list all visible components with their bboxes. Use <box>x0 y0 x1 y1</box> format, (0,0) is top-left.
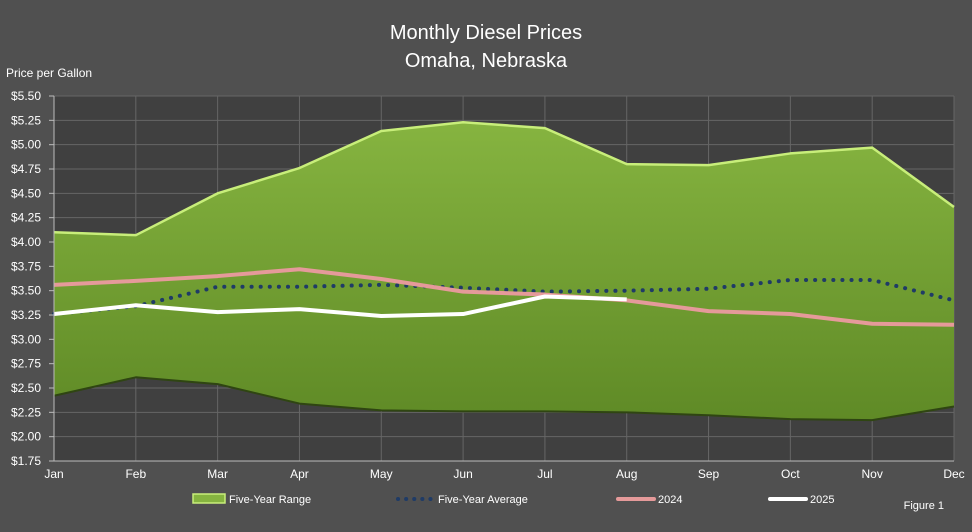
five-year-range-low-edge <box>53 376 955 422</box>
y-tick-label: $4.50 <box>11 186 41 200</box>
legend-label-five-year-average: Five-Year Average <box>438 494 528 506</box>
y-axis-label: Price per Gallon <box>6 66 92 80</box>
data-point-2025 <box>380 314 383 317</box>
data-point-five-year-average <box>298 285 301 288</box>
data-point-2025 <box>216 311 219 314</box>
chart-title: Monthly Diesel Prices <box>390 22 582 44</box>
x-tick-label: Oct <box>781 467 800 481</box>
y-tick-label: $3.50 <box>11 284 41 298</box>
legend-label-2025: 2025 <box>810 494 834 506</box>
y-tick-label: $2.25 <box>11 405 41 419</box>
x-tick-label: May <box>370 467 393 481</box>
five-year-range-area <box>54 122 954 421</box>
x-tick-label: Mar <box>207 467 228 481</box>
x-tick-label: Jun <box>453 467 472 481</box>
axes: $1.75 $2.00 $2.25 $2.50 $2.75 $3.00 $3.25 $3.50… <box>11 89 965 481</box>
y-tick-label: $3.25 <box>11 308 41 322</box>
chart-subtitle: Omaha, Nebraska <box>405 50 568 72</box>
y-tick-label: $3.00 <box>11 332 41 346</box>
data-point-five-year-average <box>216 285 219 288</box>
legend-swatch-five-year-range <box>192 493 226 504</box>
data-point-2025 <box>134 304 137 307</box>
y-tick-label: $2.50 <box>11 381 41 395</box>
data-point-2024 <box>871 322 874 325</box>
y-tick-label: $4.00 <box>11 235 41 249</box>
y-tick-label: $2.75 <box>11 357 41 371</box>
legend-label-2024: 2024 <box>658 494 682 506</box>
series-line-five-year-average <box>52 277 956 317</box>
plot-area <box>52 121 956 422</box>
y-tick-label: $4.25 <box>11 211 41 225</box>
data-point-five-year-average <box>380 283 383 286</box>
x-tick-label: Jul <box>537 467 552 481</box>
x-tick-label: Apr <box>290 467 309 481</box>
data-point-2024 <box>789 313 792 316</box>
data-point-2024 <box>216 275 219 278</box>
legend: Five-Year Range Five-Year Average 2024 2025 <box>192 493 834 506</box>
series-line-2025 <box>53 294 627 318</box>
y-tick-label: $5.50 <box>11 89 41 103</box>
data-point-five-year-average <box>789 278 792 281</box>
figure-label: Figure 1 <box>904 500 944 512</box>
x-tick-label: Dec <box>943 467 964 481</box>
data-point-2025 <box>543 295 546 298</box>
legend-label-five-year-range: Five-Year Range <box>229 494 311 506</box>
data-point-five-year-average <box>707 287 710 290</box>
data-point-five-year-average <box>871 278 874 281</box>
five-year-range-high-edge <box>53 121 955 237</box>
x-tick-label: Feb <box>125 467 146 481</box>
data-point-five-year-average <box>953 299 956 302</box>
series-line-2024 <box>53 267 955 327</box>
data-point-2025 <box>298 308 301 311</box>
data-point-five-year-average <box>625 289 628 292</box>
data-point-2024 <box>953 323 956 326</box>
data-point-five-year-average <box>462 286 465 289</box>
y-tick-label: $4.75 <box>11 162 41 176</box>
x-tick-label: Sep <box>698 467 720 481</box>
data-point-2024 <box>380 277 383 280</box>
data-point-2024 <box>134 279 137 282</box>
data-point-2025 <box>462 313 465 316</box>
x-tick-label: Nov <box>862 467 883 481</box>
data-point-2025 <box>625 298 628 301</box>
data-point-2024 <box>298 268 301 271</box>
data-point-2024 <box>707 310 710 313</box>
y-tick-label: $2.00 <box>11 430 41 444</box>
y-tick-label: $1.75 <box>11 454 41 468</box>
data-point-2024 <box>462 290 465 293</box>
x-tick-label: Jan <box>44 467 63 481</box>
y-tick-label: $5.25 <box>11 113 41 127</box>
y-tick-label: $3.75 <box>11 259 41 273</box>
x-tick-label: Aug <box>616 467 637 481</box>
y-tick-label: $5.00 <box>11 138 41 152</box>
